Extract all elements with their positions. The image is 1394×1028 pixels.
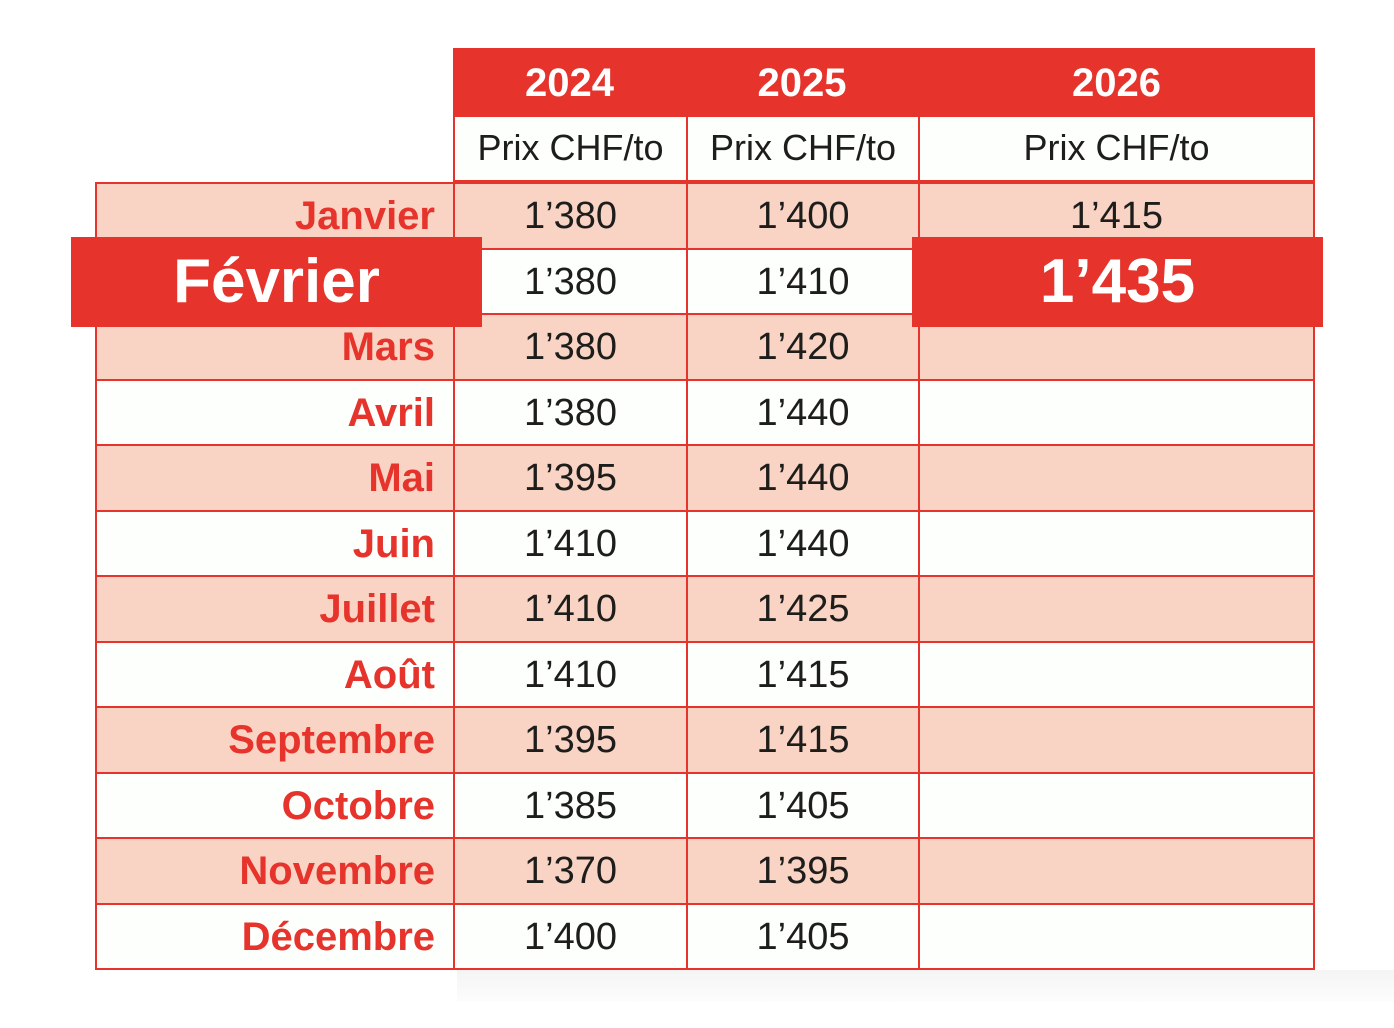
month-label-cell: Novembre: [97, 839, 453, 903]
price-cell-2025: 1’420: [688, 315, 918, 379]
month-label-cell: Octobre: [97, 773, 453, 837]
price-cell-2024: 1’395: [455, 708, 686, 772]
highlight-value-banner: 1’435: [912, 237, 1323, 327]
unit-label-2026: Prix CHF/to: [920, 117, 1313, 180]
unit-label-2024: Prix CHF/to: [455, 117, 686, 180]
price-cell-2024: 1’380: [455, 315, 686, 379]
month-label-cell: Janvier: [97, 184, 453, 248]
price-cell-2024: 1’380: [455, 184, 686, 248]
price-cell-2024: 1’395: [455, 446, 686, 510]
table-shadow: [457, 970, 1394, 1002]
price-cell-2026: [920, 708, 1313, 772]
price-cell-2025: 1’440: [688, 446, 918, 510]
price-cell-2026: 1’415: [920, 184, 1313, 248]
year-header-2026: 2026: [1072, 61, 1161, 105]
price-cell-2024: 1’410: [455, 577, 686, 641]
price-cell-2026: [920, 577, 1313, 641]
month-label-cell: Mai: [97, 446, 453, 510]
price-cell-2026: [920, 773, 1313, 837]
price-cell-2025: 1’415: [688, 708, 918, 772]
price-cell-2024: 1’380: [455, 249, 686, 313]
price-cell-2026: [920, 839, 1313, 903]
price-cell-2025: 1’405: [688, 773, 918, 837]
price-cell-2024: 1’380: [455, 380, 686, 444]
price-cell-2024: 1’370: [455, 839, 686, 903]
month-label-cell: Décembre: [97, 904, 453, 968]
price-cell-2024: 1’410: [455, 511, 686, 575]
price-cell-2025: 1’440: [688, 511, 918, 575]
price-cell-2026: [920, 904, 1313, 968]
price-cell-2025: 1’440: [688, 380, 918, 444]
price-cell-2026: [920, 380, 1313, 444]
price-cell-2024: 1’385: [455, 773, 686, 837]
month-label-cell: Juillet: [97, 577, 453, 641]
month-label-cell: Août: [97, 642, 453, 706]
price-cell-2026: [920, 642, 1313, 706]
highlight-month-banner: Février: [71, 237, 482, 327]
month-label-cell: Septembre: [97, 708, 453, 772]
price-table: 2024 2025 2026 Prix CHF/to Prix CHF/to P…: [71, 48, 1394, 1002]
price-cell-2025: 1’395: [688, 839, 918, 903]
unit-header-row: Prix CHF/to Prix CHF/to Prix CHF/to: [453, 117, 1315, 182]
year-header-row: 2024 2025 2026: [453, 48, 1315, 117]
price-cell-2025: 1’405: [688, 904, 918, 968]
month-label-cell: Juin: [97, 511, 453, 575]
price-cell-2026: [920, 511, 1313, 575]
price-cell-2025: 1’400: [688, 184, 918, 248]
price-cell-2024: 1’400: [455, 904, 686, 968]
year-header-2024: 2024: [525, 61, 614, 105]
price-cell-2025: 1’425: [688, 577, 918, 641]
price-cell-2025: 1’415: [688, 642, 918, 706]
price-cell-2024: 1’410: [455, 642, 686, 706]
year-header-2025: 2025: [757, 61, 847, 105]
unit-label-2025: Prix CHF/to: [688, 117, 918, 180]
month-label-cell: Avril: [97, 380, 453, 444]
price-cell-2026: [920, 446, 1313, 510]
price-cell-2025: 1’410: [688, 249, 918, 313]
